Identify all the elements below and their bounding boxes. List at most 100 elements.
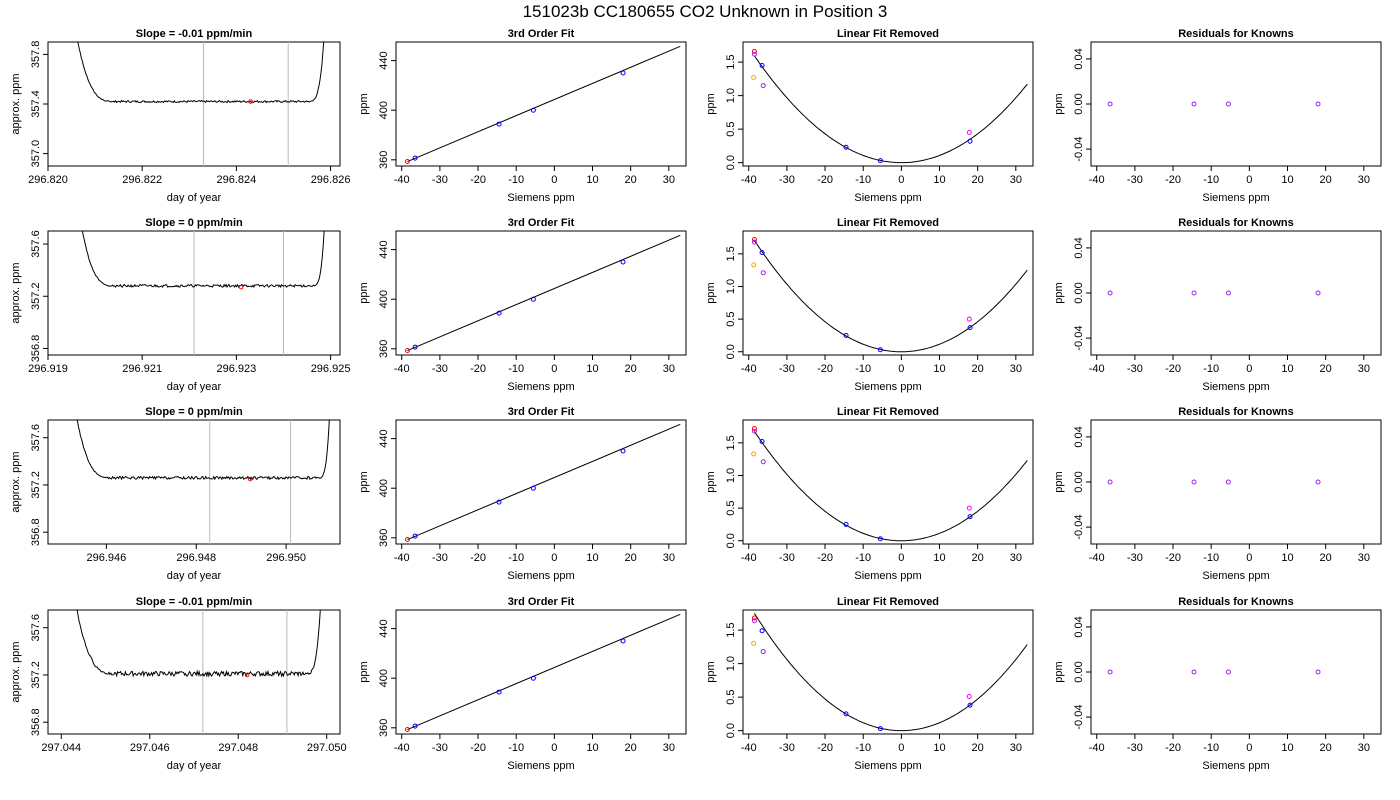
plot-frame (47, 609, 341, 735)
panel-title: Residuals for Knowns (1178, 406, 1294, 418)
data-point (751, 451, 757, 457)
data-point (751, 262, 757, 268)
x-axis-label: day of year (167, 760, 222, 772)
data-point (843, 521, 849, 527)
y-tick-label: 360 (378, 151, 390, 169)
x-tick-label: -10 (855, 174, 871, 186)
x-tick-label: -10 (1203, 742, 1219, 754)
y-axis-label: approx. ppm (10, 641, 22, 702)
panel-r1-trace: Slope = -0.01 ppm/min 296.820 296.822 296.8… (10, 28, 350, 204)
y-tick-label: -0.04 (1073, 326, 1085, 351)
x-tick-label: 0 (898, 552, 904, 564)
x-tick-label: 296.925 (311, 363, 351, 375)
x-tick-label: -10 (508, 552, 524, 564)
y-tick-label: 440 (378, 51, 390, 69)
y-axis-label: ppm (1053, 661, 1065, 682)
data-point (967, 138, 973, 144)
data-point (1107, 479, 1113, 485)
panel-r2-res: Residuals for Knowns -40 -30 -20 -10 0 10 20 30 -… (1053, 217, 1382, 393)
y-tick-label: 357.4 (30, 90, 42, 118)
data-point (247, 476, 253, 482)
plot-area (76, 420, 330, 544)
x-tick-label: -10 (1203, 174, 1219, 186)
y-tick-label: -0.04 (1073, 137, 1085, 162)
fit-curve (753, 240, 1028, 353)
x-tick-label: -30 (432, 363, 448, 375)
data-point (759, 250, 765, 256)
plot-frame (742, 230, 1034, 356)
data-point (1107, 669, 1113, 675)
data-point (751, 641, 757, 647)
x-tick-label: 296.820 (28, 174, 68, 186)
panel-title: Slope = -0.01 ppm/min (136, 596, 253, 608)
panel-r4-fit: 3rd Order Fit -40 -30 -20 -10 0 10 20 30 360 400 44… (358, 596, 687, 772)
x-tick-label: 20 (972, 174, 984, 186)
panel-r3-trace: Slope = 0 ppm/min 296.946 296.948 296.950 35… (10, 406, 341, 582)
data-point (1191, 290, 1197, 296)
data-point (404, 727, 410, 733)
y-tick-label: 0.5 (725, 500, 737, 515)
y-tick-label: 357.2 (30, 282, 42, 310)
x-tick-label: -10 (855, 552, 871, 564)
panel-title: Slope = 0 ppm/min (145, 406, 243, 418)
y-tick-label: 0.5 (725, 311, 737, 326)
data-point (751, 615, 757, 621)
data-point (412, 155, 418, 161)
data-point (1315, 101, 1321, 107)
x-tick-label: 20 (625, 742, 637, 754)
x-tick-label: 30 (1010, 742, 1022, 754)
data-point (759, 439, 765, 445)
x-tick-label: -20 (470, 174, 486, 186)
data-point (530, 296, 536, 302)
x-tick-label: 20 (1320, 552, 1332, 564)
data-point (496, 689, 502, 695)
y-tick-label: 440 (378, 619, 390, 637)
plot-area (1107, 669, 1321, 675)
data-point (530, 675, 536, 681)
panel-r2-trace: Slope = 0 ppm/min 296.919 296.921 296.923 29… (10, 217, 351, 393)
page-title: 151023b CC180655 CO2 Unknown in Position… (523, 2, 888, 21)
panel-title: Slope = -0.01 ppm/min (136, 28, 253, 40)
x-tick-label: 30 (1358, 742, 1370, 754)
x-tick-label: 10 (933, 552, 945, 564)
x-tick-label: 30 (1010, 174, 1022, 186)
x-axis-label: Siemens ppm (507, 192, 574, 204)
y-tick-label: 1.0 (725, 88, 737, 103)
data-point (751, 51, 757, 57)
data-point (966, 316, 972, 322)
data-point (967, 514, 973, 520)
x-tick-label: 20 (625, 174, 637, 186)
plot-frame (395, 419, 687, 545)
data-point (244, 672, 250, 678)
x-tick-label: 30 (1010, 363, 1022, 375)
y-tick-label: 360 (378, 719, 390, 737)
y-tick-label: 1.5 (725, 435, 737, 450)
data-point (1107, 101, 1113, 107)
x-tick-label: 20 (1320, 174, 1332, 186)
y-tick-label: 357.0 (30, 140, 42, 168)
panel-r4-lin: Linear Fit Removed -40 -30 -20 -10 0 10 20 30 0.0… (705, 596, 1034, 772)
x-tick-label: 0 (1246, 363, 1252, 375)
y-axis-label: ppm (1053, 282, 1065, 303)
x-tick-label: -40 (741, 552, 757, 564)
y-axis-label: ppm (358, 661, 370, 682)
x-tick-label: 30 (663, 552, 675, 564)
y-tick-label: 0.0 (725, 533, 737, 548)
x-axis-label: Siemens ppm (1202, 192, 1269, 204)
x-axis-label: Siemens ppm (854, 760, 921, 772)
y-tick-label: 0.00 (1073, 93, 1085, 114)
data-point (530, 107, 536, 113)
data-point (1107, 290, 1113, 296)
x-tick-label: 296.824 (217, 174, 257, 186)
data-point (843, 332, 849, 338)
data-point (751, 239, 757, 245)
data-point (760, 649, 766, 655)
x-tick-label: 296.946 (87, 552, 127, 564)
x-tick-label: -10 (855, 363, 871, 375)
data-point (1315, 290, 1321, 296)
plot-area (77, 42, 325, 166)
x-axis-label: Siemens ppm (507, 760, 574, 772)
x-tick-label: -20 (817, 363, 833, 375)
y-tick-label: 356.8 (30, 518, 42, 546)
